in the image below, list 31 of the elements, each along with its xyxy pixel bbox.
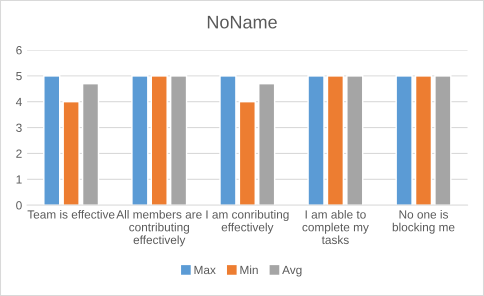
- bar: [43, 75, 60, 206]
- bar: [170, 75, 188, 206]
- bar: [396, 75, 413, 206]
- y-tick-label: 3: [16, 124, 22, 132]
- y-tick-label: 2: [16, 149, 22, 158]
- bar: [62, 101, 80, 206]
- bar: [434, 75, 452, 206]
- legend-label: Max: [194, 266, 216, 274]
- y-tick-label: 6: [16, 46, 22, 54]
- x-tick-label: All members are contributing effectively: [116, 210, 202, 246]
- legend-label: Avg: [282, 266, 302, 276]
- bar: [219, 75, 237, 206]
- bar: [258, 82, 276, 206]
- chart-title: NoName: [208, 16, 277, 29]
- x-tick-label: No one is blocking me: [392, 210, 454, 234]
- bar: [238, 101, 256, 206]
- bar: [346, 75, 364, 206]
- bar: [82, 82, 100, 206]
- bar: [326, 75, 344, 206]
- y-tick-label: 4: [16, 98, 22, 106]
- bar: [131, 75, 148, 206]
- x-tick-label: Team is effective: [28, 210, 114, 219]
- bar: [414, 75, 432, 206]
- bar: [150, 75, 168, 206]
- x-tick-label: I am able to complete my tasks: [302, 210, 369, 244]
- y-tick-label: 0: [16, 201, 22, 210]
- bar: [307, 75, 325, 206]
- x-tick-label: I am conributing effectively: [206, 210, 289, 234]
- y-tick-label: 5: [16, 72, 22, 80]
- y-tick-label: 1: [16, 175, 22, 184]
- legend-label: Min: [240, 265, 258, 274]
